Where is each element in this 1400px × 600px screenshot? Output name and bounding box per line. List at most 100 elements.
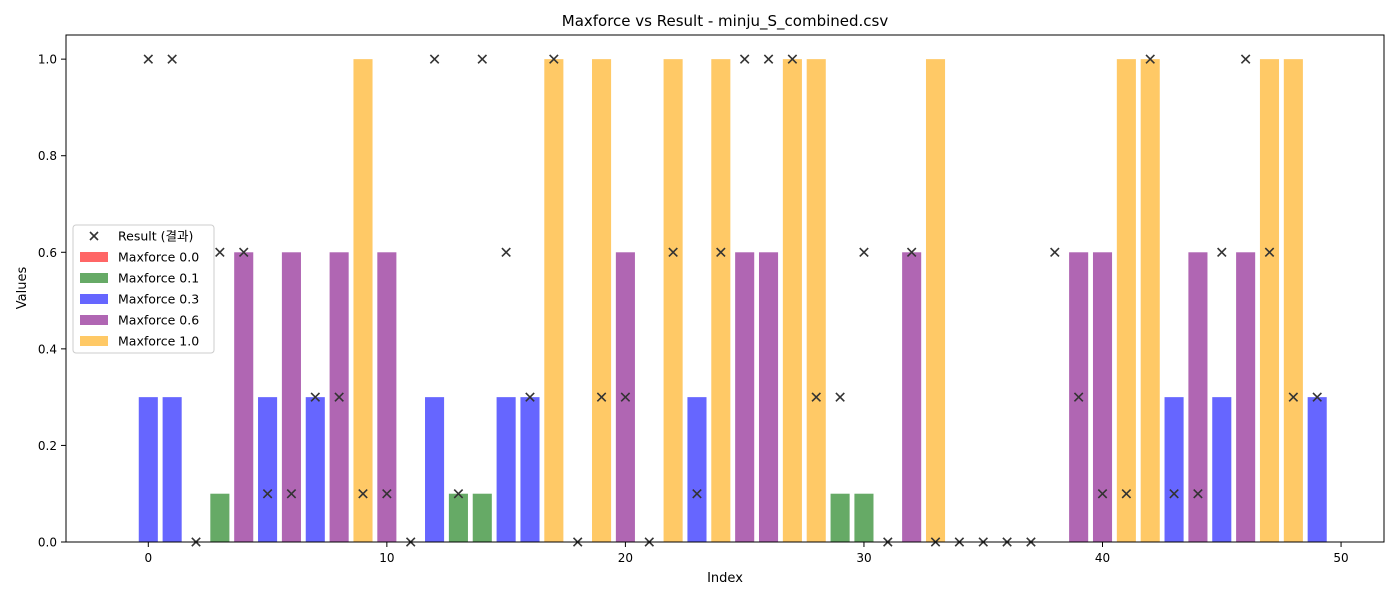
result-point <box>859 247 869 258</box>
result-point <box>906 247 917 258</box>
result-point <box>1050 247 1060 258</box>
maxforce-bar <box>1259 59 1280 542</box>
result-point <box>692 488 702 499</box>
result-marker-stroke <box>787 54 798 64</box>
result-point <box>1312 392 1322 402</box>
legend-item: Maxforce 0.3 <box>80 292 199 307</box>
result-point <box>286 488 297 499</box>
result-point <box>1193 488 1203 499</box>
result-point <box>668 247 678 258</box>
result-marker-stroke <box>859 247 869 258</box>
result-marker-stroke <box>620 392 631 402</box>
x-axis: 0 10 20 30 40 50 <box>144 542 1349 565</box>
x-tick-label: 20 <box>618 551 633 565</box>
result-marker-stroke <box>453 488 464 499</box>
x-tick-label: 40 <box>1095 551 1110 565</box>
legend-box <box>72 224 215 354</box>
maxforce-bar <box>1212 397 1232 542</box>
result-point <box>501 247 511 258</box>
plot-area-frame <box>65 34 1385 543</box>
result-marker-stroke <box>692 488 702 499</box>
result-marker-stroke <box>167 54 177 64</box>
maxforce-bar <box>758 252 779 543</box>
legend-swatch <box>80 273 108 283</box>
x-tick-label: 50 <box>1333 551 1348 565</box>
maxforce-bar <box>1236 252 1256 543</box>
result-marker-stroke <box>549 54 559 64</box>
result-marker-stroke <box>739 54 750 64</box>
result-marker-stroke <box>382 488 392 499</box>
legend-label: Maxforce 0.3 <box>118 292 199 307</box>
result-point <box>1240 54 1251 64</box>
result-point <box>310 392 321 402</box>
result-point <box>763 54 774 64</box>
result-point <box>1169 488 1179 499</box>
maxforce-bar <box>925 59 946 542</box>
result-marker-stroke <box>668 247 678 258</box>
legend-item: Maxforce 1.0 <box>80 334 199 349</box>
result-marker-stroke <box>310 392 321 402</box>
result-point <box>477 54 488 64</box>
maxforce-bar <box>1092 252 1113 543</box>
maxforce-bar <box>854 493 874 542</box>
y-tick-label: 0.8 <box>38 149 57 163</box>
maxforce-bar <box>663 59 683 542</box>
result-marker-stroke <box>835 392 845 402</box>
result-point <box>835 392 845 402</box>
result-marker-stroke <box>525 392 535 402</box>
y-tick-label: 0.2 <box>38 439 57 453</box>
x-axis-label: Index <box>707 571 743 586</box>
maxforce-bar <box>210 493 230 542</box>
legend-swatch <box>80 336 108 346</box>
result-point <box>1097 488 1108 499</box>
legend-marker-x <box>89 231 99 241</box>
legend-label: Maxforce 1.0 <box>118 334 199 349</box>
result-marker-stroke <box>1050 247 1060 258</box>
result-marker-stroke <box>1217 247 1227 258</box>
y-tick-label: 0.0 <box>38 536 57 550</box>
result-marker-stroke <box>215 247 225 258</box>
result-point <box>238 247 249 258</box>
result-marker-stroke <box>906 247 917 258</box>
result-marker-stroke <box>1121 488 1132 499</box>
maxforce-bar <box>520 397 540 542</box>
legend-label: Maxforce 0.0 <box>118 250 199 265</box>
result-point <box>1073 392 1084 402</box>
result-marker-stroke <box>596 392 607 402</box>
result-point <box>453 488 464 499</box>
result-point <box>1145 54 1155 64</box>
maxforce-bar <box>1188 252 1208 543</box>
result-marker-stroke <box>1073 392 1084 402</box>
maxforce-bar <box>353 59 373 542</box>
legend: Result (결과) Maxforce 0.0 Maxforce 0.1 Maxfo… <box>72 224 215 354</box>
bars-layer <box>138 59 1327 543</box>
maxforce-bar <box>687 397 707 542</box>
maxforce-bar <box>1116 59 1136 542</box>
result-marker-stroke <box>1264 247 1275 258</box>
result-marker-stroke <box>501 247 511 258</box>
maxforce-bar <box>448 493 468 542</box>
result-point <box>1121 488 1132 499</box>
maxforce-bar <box>902 252 922 543</box>
result-point <box>525 392 535 402</box>
result-marker-stroke <box>143 54 154 64</box>
result-marker-stroke <box>262 488 273 499</box>
result-marker-stroke <box>286 488 297 499</box>
result-point <box>596 392 607 402</box>
x-tick-label: 10 <box>379 551 394 565</box>
result-point <box>262 488 273 499</box>
result-marker-stroke <box>763 54 774 64</box>
result-point <box>549 54 559 64</box>
result-point <box>382 488 392 499</box>
result-marker-stroke <box>1240 54 1251 64</box>
maxforce-bar <box>472 493 492 542</box>
result-marker-stroke <box>477 54 488 64</box>
result-marker-stroke <box>811 392 822 402</box>
legend-item: Maxforce 0.1 <box>80 271 199 286</box>
maxforce-bar <box>592 59 612 542</box>
result-point <box>739 54 750 64</box>
maxforce-bar <box>806 59 826 542</box>
result-marker-stroke <box>1169 488 1179 499</box>
result-point <box>334 392 344 402</box>
